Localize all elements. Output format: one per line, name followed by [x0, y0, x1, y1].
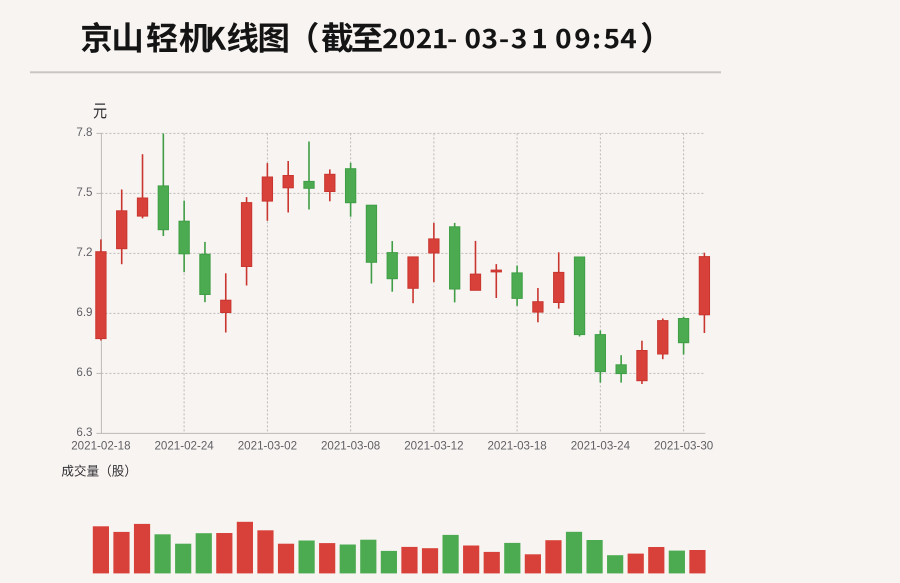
svg-text:2021-03-02: 2021-03-02	[238, 440, 297, 453]
svg-text:2021-03-30: 2021-03-30	[654, 440, 713, 453]
svg-text:6.6: 6.6	[76, 366, 92, 379]
svg-text:2021-03-08: 2021-03-08	[321, 440, 380, 453]
svg-text:7.2: 7.2	[76, 246, 92, 259]
svg-text:2021-03-18: 2021-03-18	[487, 440, 546, 453]
svg-text:2021-02-18: 2021-02-18	[71, 440, 130, 453]
svg-text:7.8: 7.8	[76, 126, 92, 139]
svg-text:2021-03-12: 2021-03-12	[404, 440, 463, 453]
svg-text:6.9: 6.9	[76, 306, 92, 319]
svg-text:7.5: 7.5	[76, 186, 92, 199]
svg-text:6.3: 6.3	[76, 426, 92, 439]
svg-text:2021-02-24: 2021-02-24	[154, 440, 214, 453]
svg-text:2021-03-24: 2021-03-24	[571, 440, 631, 453]
